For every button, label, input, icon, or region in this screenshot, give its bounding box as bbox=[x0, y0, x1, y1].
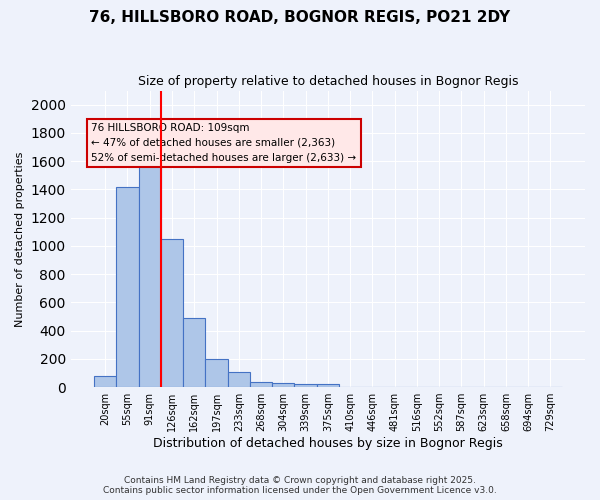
X-axis label: Distribution of detached houses by size in Bognor Regis: Distribution of detached houses by size … bbox=[153, 437, 503, 450]
Text: 76 HILLSBORO ROAD: 109sqm
← 47% of detached houses are smaller (2,363)
52% of se: 76 HILLSBORO ROAD: 109sqm ← 47% of detac… bbox=[91, 123, 356, 163]
Y-axis label: Number of detached properties: Number of detached properties bbox=[15, 151, 25, 326]
Bar bbox=[272, 383, 295, 387]
Text: 76, HILLSBORO ROAD, BOGNOR REGIS, PO21 2DY: 76, HILLSBORO ROAD, BOGNOR REGIS, PO21 2… bbox=[89, 10, 511, 25]
Bar bbox=[116, 186, 139, 387]
Bar bbox=[250, 382, 272, 387]
Text: Contains HM Land Registry data © Crown copyright and database right 2025.
Contai: Contains HM Land Registry data © Crown c… bbox=[103, 476, 497, 495]
Bar bbox=[317, 384, 339, 387]
Bar bbox=[227, 372, 250, 387]
Title: Size of property relative to detached houses in Bognor Regis: Size of property relative to detached ho… bbox=[137, 75, 518, 88]
Bar bbox=[161, 239, 183, 387]
Bar bbox=[139, 158, 161, 387]
Bar bbox=[94, 376, 116, 387]
Bar bbox=[183, 318, 205, 387]
Bar bbox=[295, 384, 317, 387]
Bar bbox=[205, 359, 227, 387]
